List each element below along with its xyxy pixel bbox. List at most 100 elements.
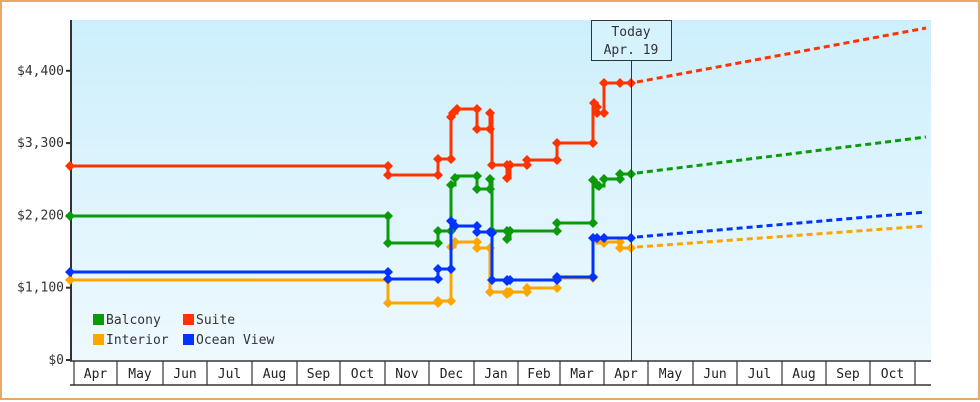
data-point-marker[interactable] [599,78,609,88]
data-point-marker[interactable] [487,275,497,285]
data-point-marker[interactable] [450,173,460,183]
data-point-marker[interactable] [472,221,482,231]
x-month-label: Oct [881,367,904,382]
plot-area [72,20,931,360]
forecast-line [636,210,927,239]
data-point-marker[interactable] [472,184,482,194]
data-point-marker[interactable] [522,155,532,165]
legend-item-ocean-view[interactable]: Ocean View [183,333,274,348]
data-point-marker[interactable] [433,296,443,306]
legend-label: Interior [106,333,169,348]
data-point-marker[interactable] [433,238,443,248]
data-point-marker[interactable] [433,226,443,236]
data-point-marker[interactable] [452,104,462,114]
x-month-label: Feb [527,367,551,382]
x-month-label: Apr [84,367,108,382]
x-month-label: Jun [173,367,196,382]
data-point-marker[interactable] [472,171,482,181]
data-point-marker[interactable] [588,138,598,148]
legend-item-interior[interactable]: Interior [93,333,169,348]
data-point-marker[interactable] [552,226,562,236]
data-point-marker[interactable] [505,287,515,297]
legend-swatch-icon [93,334,104,345]
data-point-marker[interactable] [552,138,562,148]
data-point-marker[interactable] [615,243,625,253]
data-point-marker[interactable] [485,174,495,184]
forecast-line [636,224,927,249]
series-ocean-view [65,210,927,286]
data-point-marker[interactable] [505,275,515,285]
legend: Balcony Suite Interior Ocean View [93,313,274,348]
x-month-label: Jan [484,367,507,382]
forecast-line [636,135,927,175]
data-point-marker[interactable] [487,160,497,170]
data-point-marker[interactable] [599,108,609,118]
data-point-marker[interactable] [65,267,75,277]
x-month-label: Jun [703,367,726,382]
data-point-marker[interactable] [433,154,443,164]
data-point-marker[interactable] [502,234,512,244]
data-point-marker[interactable] [485,287,495,297]
data-point-marker[interactable] [472,124,482,134]
data-point-marker[interactable] [383,267,393,277]
data-point-marker[interactable] [383,238,393,248]
data-point-marker[interactable] [552,283,562,293]
legend-item-suite[interactable]: Suite [183,313,235,328]
data-point-marker[interactable] [522,283,532,293]
legend-label: Balcony [106,313,161,328]
data-point-marker[interactable] [433,170,443,180]
x-month-label: Nov [395,367,419,382]
data-point-marker[interactable] [383,211,393,221]
data-point-marker[interactable] [594,181,604,191]
data-point-marker[interactable] [383,274,393,284]
data-point-marker[interactable] [383,298,393,308]
today-marker: Today Apr. 19 [591,20,672,361]
data-point-marker[interactable] [65,275,75,285]
data-point-marker[interactable] [446,154,456,164]
x-month-label: May [128,367,152,382]
data-point-marker[interactable] [446,264,456,274]
data-point-marker[interactable] [599,233,609,243]
data-point-marker[interactable] [472,227,482,237]
x-month-label: Dec [440,367,463,382]
data-point-marker[interactable] [472,104,482,114]
x-axis: Apr May Jun Jul Aug Sep Oct Nov Dec Jan Feb Mar Apr M… [70,360,931,386]
data-point-marker[interactable] [592,108,602,118]
data-point-marker[interactable] [588,272,598,282]
data-point-marker[interactable] [485,108,495,118]
data-point-marker[interactable] [446,180,456,190]
data-point-marker[interactable] [446,296,456,306]
data-point-marker[interactable] [65,161,75,171]
data-point-marker[interactable] [487,228,497,238]
data-point-marker[interactable] [502,173,512,183]
data-point-marker[interactable] [450,221,460,231]
data-point-marker[interactable] [472,243,482,253]
data-point-marker[interactable] [505,160,515,170]
data-point-marker[interactable] [433,264,443,274]
data-point-marker[interactable] [552,272,562,282]
x-month-label: Apr [614,367,638,382]
legend-item-balcony[interactable]: Balcony [93,313,161,328]
data-point-marker[interactable] [599,174,609,184]
data-point-marker[interactable] [472,237,482,247]
data-point-marker[interactable] [485,124,495,134]
series-layer [65,26,927,308]
data-point-marker[interactable] [505,226,515,236]
data-point-marker[interactable] [433,274,443,284]
data-point-marker[interactable] [383,161,393,171]
x-month-label: Aug [792,367,815,382]
data-point-marker[interactable] [615,78,625,88]
data-point-marker[interactable] [485,184,495,194]
today-date: Apr. 19 [604,43,659,58]
data-point-marker[interactable] [592,233,602,243]
data-point-marker[interactable] [552,155,562,165]
data-point-marker[interactable] [592,102,602,112]
data-point-marker[interactable] [588,218,598,228]
x-month-label: Sep [836,367,860,382]
data-point-marker[interactable] [65,211,75,221]
data-point-marker[interactable] [615,169,625,179]
data-point-marker[interactable] [383,170,393,180]
data-point-marker[interactable] [552,218,562,228]
